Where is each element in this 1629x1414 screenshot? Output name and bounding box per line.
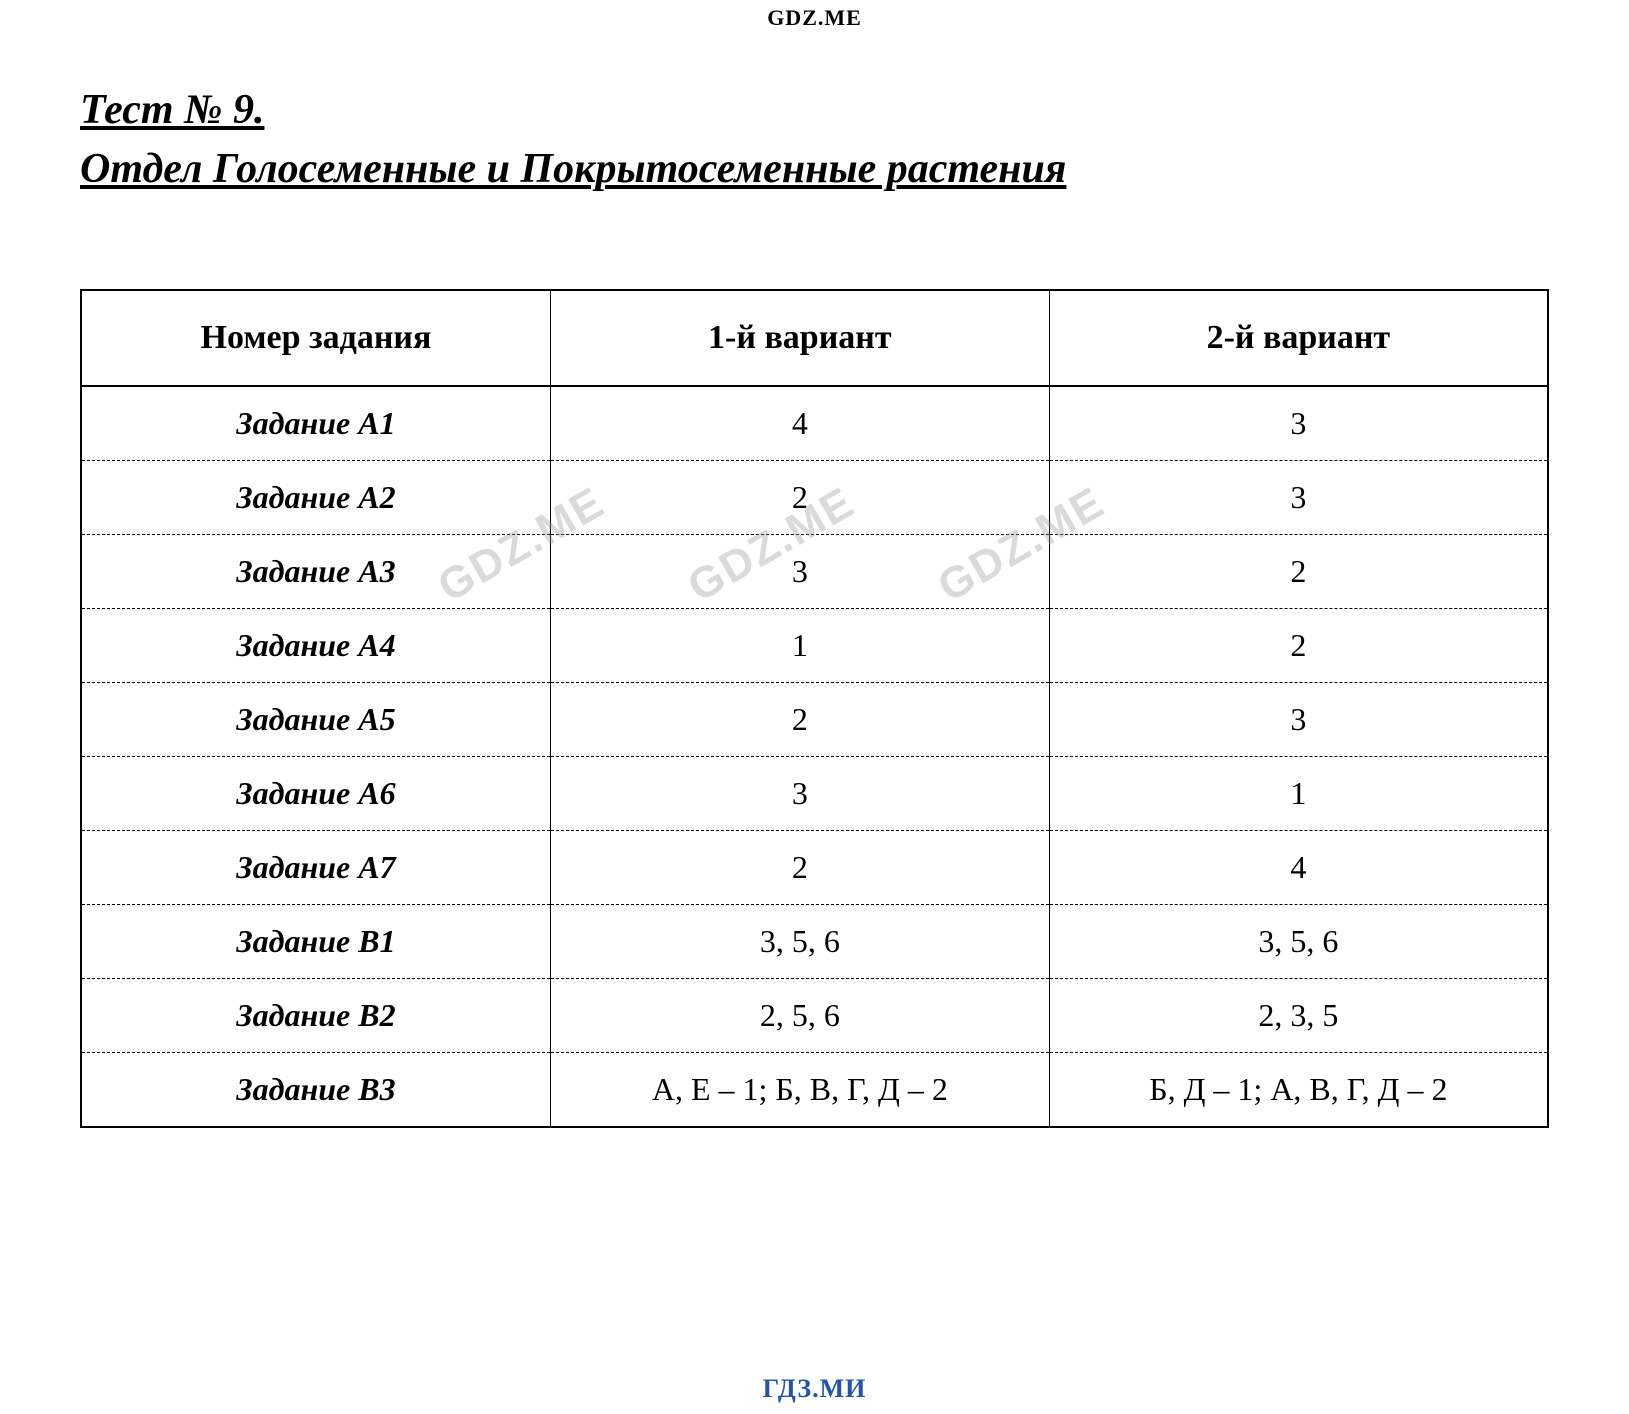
variant1-value: 3: [550, 534, 1049, 608]
variant2-value: 4: [1049, 830, 1548, 904]
table-row: Задание А4 1 2: [81, 608, 1548, 682]
table-row: Задание А7 2 4: [81, 830, 1548, 904]
variant1-value: 2: [550, 830, 1049, 904]
task-label: Задание А3: [81, 534, 550, 608]
table-row: Задание В2 2, 5, 6 2, 3, 5: [81, 978, 1548, 1052]
variant2-value: 3, 5, 6: [1049, 904, 1548, 978]
variant2-value: 3: [1049, 386, 1548, 461]
heading-line-2: Отдел Голосеменные и Покрытосеменные рас…: [80, 140, 1549, 199]
top-watermark: GDZ.ME: [80, 0, 1549, 31]
variant2-value: 1: [1049, 756, 1548, 830]
variant2-value: Б, Д – 1; А, В, Г, Д – 2: [1049, 1052, 1548, 1127]
variant2-value: 3: [1049, 460, 1548, 534]
col-header-variant2: 2-й вариант: [1049, 290, 1548, 386]
variant2-value: 3: [1049, 682, 1548, 756]
variant1-value: 4: [550, 386, 1049, 461]
col-header-task: Номер задания: [81, 290, 550, 386]
answer-table: Номер задания 1-й вариант 2-й вариант За…: [80, 289, 1549, 1128]
task-label: Задание А2: [81, 460, 550, 534]
variant1-value: 2, 5, 6: [550, 978, 1049, 1052]
variant1-value: 1: [550, 608, 1049, 682]
task-label: Задание А6: [81, 756, 550, 830]
task-label: Задание В2: [81, 978, 550, 1052]
task-label: Задание В3: [81, 1052, 550, 1127]
heading-line-1: Тест № 9.: [80, 81, 1549, 140]
task-label: Задание А5: [81, 682, 550, 756]
table-row: Задание А2 2 3: [81, 460, 1548, 534]
table-row: Задание В1 3, 5, 6 3, 5, 6: [81, 904, 1548, 978]
table-header-row: Номер задания 1-й вариант 2-й вариант: [81, 290, 1548, 386]
table-row: Задание А1 4 3: [81, 386, 1548, 461]
table-row: Задание А3 3 2: [81, 534, 1548, 608]
variant1-value: А, Е – 1; Б, В, Г, Д – 2: [550, 1052, 1049, 1127]
table-row: Задание В3 А, Е – 1; Б, В, Г, Д – 2 Б, Д…: [81, 1052, 1548, 1127]
bottom-watermark: ГДЗ.МИ: [0, 1374, 1629, 1404]
variant1-value: 2: [550, 682, 1049, 756]
variant1-value: 2: [550, 460, 1049, 534]
task-label: Задание А7: [81, 830, 550, 904]
variant1-value: 3: [550, 756, 1049, 830]
task-label: Задание В1: [81, 904, 550, 978]
variant1-value: 3, 5, 6: [550, 904, 1049, 978]
task-label: Задание А1: [81, 386, 550, 461]
variant2-value: 2: [1049, 608, 1548, 682]
heading-block: Тест № 9. Отдел Голосеменные и Покрытосе…: [80, 81, 1549, 199]
table-row: Задание А6 3 1: [81, 756, 1548, 830]
variant2-value: 2, 3, 5: [1049, 978, 1548, 1052]
variant2-value: 2: [1049, 534, 1548, 608]
col-header-variant1: 1-й вариант: [550, 290, 1049, 386]
task-label: Задание А4: [81, 608, 550, 682]
table-row: Задание А5 2 3: [81, 682, 1548, 756]
